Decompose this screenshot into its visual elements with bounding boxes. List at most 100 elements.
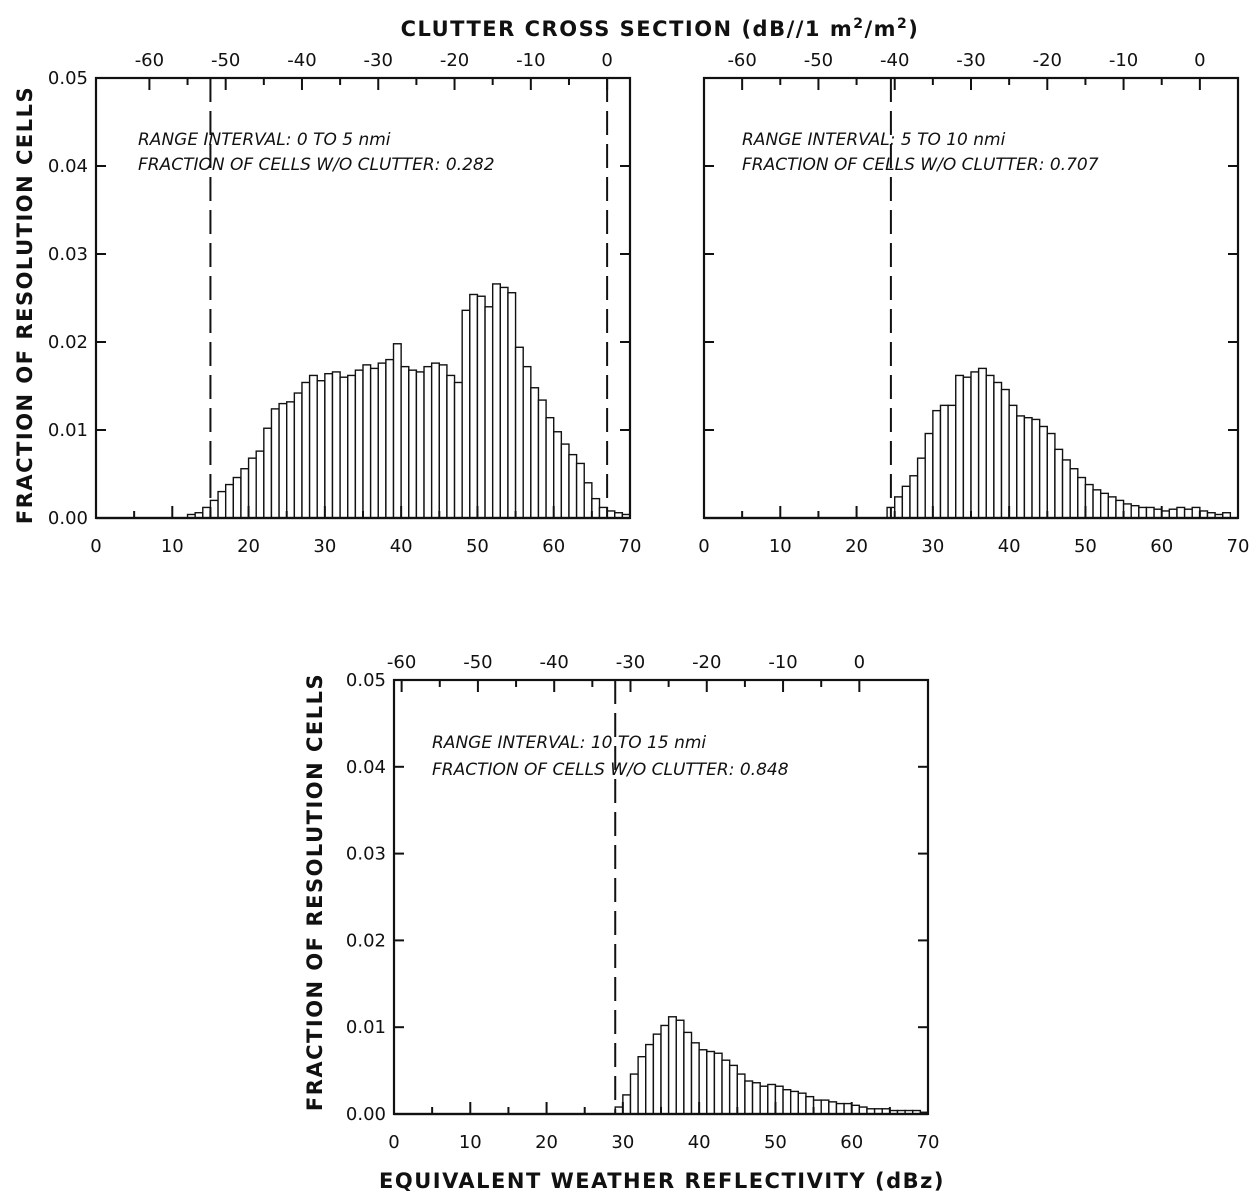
x-tick-label: 50 bbox=[764, 1132, 787, 1153]
histogram-bar bbox=[1099, 492, 1110, 519]
top-axis-title: CLUTTER CROSS SECTION (dB//1 m2/m2) bbox=[401, 16, 920, 41]
histogram-bar bbox=[514, 346, 524, 519]
histogram-bar bbox=[400, 365, 410, 519]
x-tick-label: 30 bbox=[921, 536, 944, 557]
chart-panel-1: 0 10 20 30 40 50 60 70-60 -50 -40 -30 -20 -10 00.000.… bbox=[48, 50, 642, 557]
histogram-bar bbox=[263, 427, 273, 519]
histogram-bar bbox=[339, 376, 349, 519]
histogram-bar bbox=[812, 1099, 822, 1115]
histogram-bar bbox=[1084, 483, 1094, 519]
histogram-bar bbox=[408, 369, 418, 519]
x-tick-label: 50 bbox=[466, 536, 489, 557]
panel-annotation: RANGE INTERVAL: 0 TO 5 nmi bbox=[138, 130, 391, 150]
panel-annotation: FRACTION OF CELLS W/O CLUTTER: 0.848 bbox=[432, 760, 789, 780]
histogram-bar bbox=[484, 306, 494, 519]
histogram-bar bbox=[209, 499, 219, 519]
histogram-bar bbox=[446, 374, 456, 519]
histogram-bar bbox=[324, 372, 334, 519]
histogram-bar bbox=[347, 374, 357, 519]
histogram-bar bbox=[591, 497, 601, 519]
top-tick-label: -30 bbox=[616, 652, 645, 673]
x-tick-label: 40 bbox=[998, 536, 1021, 557]
x-tick-label: 0 bbox=[388, 1132, 399, 1153]
panel-annotation: RANGE INTERVAL: 10 TO 15 nmi bbox=[432, 733, 706, 753]
top-tick-label: 0 bbox=[1194, 50, 1205, 71]
histogram-bar bbox=[645, 1043, 655, 1115]
histogram-bar bbox=[1031, 418, 1041, 519]
histogram-bar bbox=[629, 1073, 639, 1115]
histogram-bar bbox=[553, 431, 563, 519]
histogram-bar bbox=[759, 1085, 769, 1115]
y-tick-label: 0.00 bbox=[48, 508, 88, 529]
histogram-bar bbox=[469, 293, 479, 519]
x-tick-label: 50 bbox=[1074, 536, 1097, 557]
histogram-bar bbox=[1153, 508, 1163, 519]
histogram-bar bbox=[369, 367, 379, 519]
histogram-bar bbox=[530, 387, 540, 519]
histogram-bar bbox=[476, 295, 486, 519]
x-tick-label: 70 bbox=[917, 1132, 940, 1153]
top-tick-label: -60 bbox=[135, 50, 164, 71]
histogram-bar bbox=[1054, 448, 1064, 519]
x-tick-label: 70 bbox=[1227, 536, 1250, 557]
top-tick-label: -10 bbox=[1109, 50, 1138, 71]
histogram-bar bbox=[955, 374, 965, 519]
histogram-bar bbox=[675, 1019, 685, 1115]
histogram-bar bbox=[1046, 432, 1056, 519]
histogram-bar bbox=[1122, 503, 1132, 519]
histogram-bar bbox=[690, 1042, 700, 1115]
histogram-bar bbox=[744, 1080, 754, 1115]
histogram-bar bbox=[1138, 506, 1148, 519]
histogram-bar bbox=[1000, 388, 1010, 519]
histogram-bar bbox=[430, 362, 440, 519]
panel-annotation: FRACTION OF CELLS W/O CLUTTER: 0.707 bbox=[742, 155, 1099, 175]
x-tick-label: 10 bbox=[459, 1132, 482, 1153]
y-tick-label: 0.02 bbox=[48, 332, 88, 353]
histogram-bar bbox=[423, 365, 433, 519]
y-tick-label: 0.01 bbox=[48, 420, 88, 441]
histogram-bar bbox=[924, 432, 934, 519]
top-tick-label: -10 bbox=[516, 50, 545, 71]
x-tick-label: 0 bbox=[90, 536, 101, 557]
histogram-bar bbox=[637, 1056, 647, 1115]
top-tick-label: -20 bbox=[1033, 50, 1062, 71]
panel-annotation: FRACTION OF CELLS W/O CLUTTER: 0.282 bbox=[138, 155, 495, 175]
top-tick-label: -40 bbox=[287, 50, 316, 71]
histogram-bar bbox=[522, 365, 532, 519]
histogram-bar bbox=[916, 457, 926, 519]
x-tick-label: 40 bbox=[688, 1132, 711, 1153]
y-tick-label: 0.03 bbox=[346, 844, 386, 865]
histogram-bar bbox=[1092, 489, 1102, 519]
histogram-bar bbox=[331, 371, 341, 519]
x-tick-label: 10 bbox=[161, 536, 184, 557]
top-tick-label: -30 bbox=[364, 50, 393, 71]
histogram-bar bbox=[767, 1083, 777, 1115]
top-tick-label: -40 bbox=[880, 50, 909, 71]
top-tick-label: -50 bbox=[211, 50, 240, 71]
histogram-bar bbox=[698, 1049, 708, 1115]
x-tick-label: 10 bbox=[769, 536, 792, 557]
histogram-bar bbox=[499, 286, 509, 519]
histogram-bar bbox=[939, 404, 949, 519]
histogram-bar bbox=[392, 343, 402, 519]
histogram-bar bbox=[1061, 459, 1071, 519]
x-tick-label: 60 bbox=[1150, 536, 1173, 557]
x-tick-label: 40 bbox=[390, 536, 413, 557]
histogram-bar bbox=[820, 1099, 830, 1115]
histogram-bar bbox=[316, 380, 326, 519]
histogram-bar bbox=[789, 1090, 800, 1115]
histogram-bar bbox=[438, 364, 448, 519]
x-tick-label: 0 bbox=[698, 536, 709, 557]
histogram-bar bbox=[1168, 508, 1178, 519]
histogram-bar bbox=[962, 376, 972, 519]
top-tick-label: -40 bbox=[539, 652, 568, 673]
y-axis-title-panel3: FRACTION OF RESOLUTION CELLS bbox=[303, 673, 327, 1111]
histogram-bar bbox=[782, 1088, 792, 1115]
histogram-bar bbox=[354, 369, 364, 519]
histogram-bar bbox=[894, 496, 904, 519]
histogram-bar bbox=[1183, 508, 1193, 519]
histogram-bar bbox=[247, 457, 257, 519]
histogram-bar bbox=[985, 374, 995, 519]
histogram-bar bbox=[901, 485, 911, 519]
